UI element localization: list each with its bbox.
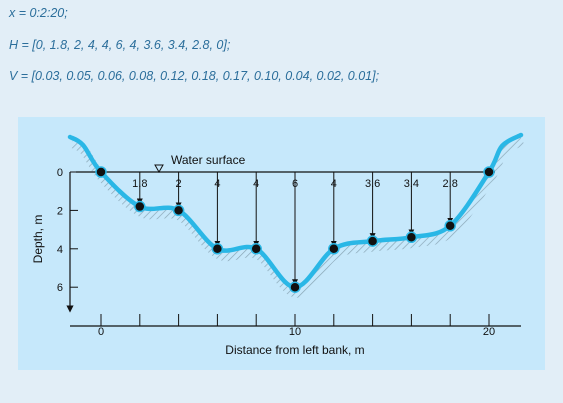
code-line-h: H = [0, 1.8, 2, 4, 4, 6, 4, 3.6, 3.4, 2.… — [9, 38, 231, 52]
depth-label: 1.8 — [132, 178, 147, 190]
code-line-x: x = 0:2:20; — [9, 6, 68, 20]
depth-label: 4 — [331, 178, 337, 190]
depth-label: 4 — [253, 178, 259, 190]
depth-label: 6 — [292, 178, 298, 190]
x-axis-label: Distance from left bank, m — [225, 343, 364, 357]
measurement-point — [289, 281, 301, 293]
water-surface-symbol — [154, 164, 164, 174]
y-axis-label: Depth, m — [31, 215, 45, 264]
code-line-v: V = [0.03, 0.05, 0.06, 0.08, 0.12, 0.18,… — [9, 69, 380, 83]
ground-hatching — [69, 136, 525, 298]
measurement-point — [134, 200, 146, 213]
measurement-point — [250, 243, 262, 255]
channel-figure: 0 2 4 6 0 10 20 Distance from left bank, m Depth… — [18, 117, 545, 370]
x-tick-label: 0 — [98, 326, 104, 338]
y-tick-label: 4 — [57, 244, 63, 256]
y-tick-label: 0 — [57, 167, 63, 179]
depth-label: 2.8 — [443, 178, 458, 190]
measurement-point — [366, 235, 379, 247]
channel-cross-section-svg: 0 2 4 6 0 10 20 Distance from left bank, m Depth… — [31, 132, 525, 357]
measurement-point — [483, 166, 495, 178]
measurement-point — [444, 220, 456, 232]
measurement-point — [328, 243, 340, 255]
depth-label: 3.4 — [404, 178, 419, 190]
measurement-point — [405, 231, 418, 244]
measurement-point — [172, 204, 185, 217]
y-tick-label: 2 — [57, 205, 63, 217]
measurement-point — [211, 243, 224, 255]
measurement-point — [95, 166, 107, 178]
x-tick-label: 20 — [483, 326, 495, 338]
y-tick-label: 6 — [57, 282, 63, 294]
water-surface-label: Water surface — [171, 153, 246, 167]
depth-label: 4 — [214, 178, 220, 190]
depth-label: 2 — [176, 178, 182, 190]
depth-label: 3.6 — [365, 178, 380, 190]
x-tick-label: 10 — [289, 326, 301, 338]
